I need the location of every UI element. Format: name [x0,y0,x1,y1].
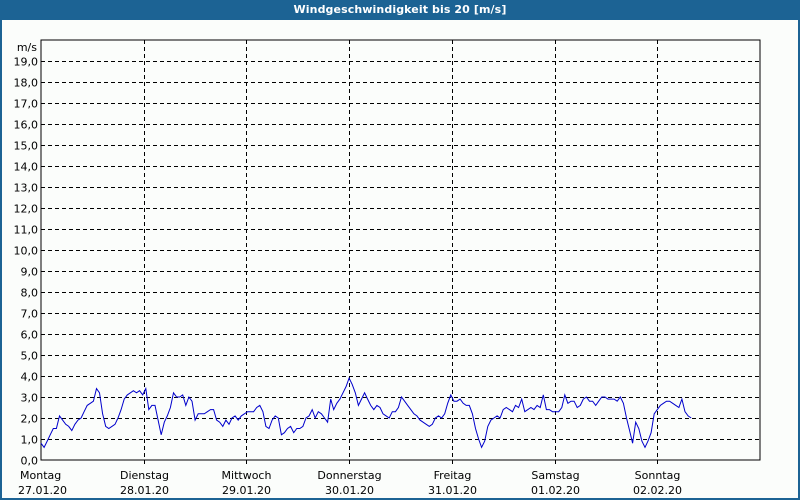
y-tick-label: 2,0 [21,413,39,426]
x-tick-date-label: 31.01.20 [428,484,477,497]
y-tick-label: 16,0 [14,119,39,132]
y-tick-label: 13,0 [14,182,39,195]
horizontal-grid [41,61,760,440]
x-axis-labels: Montag 27.01.20 Dienstag 28.01.20 Mittwoch 29… [18,469,682,497]
y-tick-label: 0,0 [21,455,39,468]
y-tick-label: 15,0 [14,140,39,153]
chart-title: Windgeschwindigkeit bis 20 [m/s] [0,0,800,20]
y-tick-label: 17,0 [14,98,39,111]
wind-speed-line [40,376,692,449]
y-tick-label: 5,0 [21,350,39,363]
y-tick-label: 1,0 [21,434,39,447]
x-tick-date-label: 28.01.20 [120,484,169,497]
y-tick-label: 3,0 [21,392,39,405]
y-axis-unit-label: m/s [17,41,37,54]
x-tick-date-label: 27.01.20 [18,484,67,497]
y-tick-label: 8,0 [21,287,39,300]
y-tick-label: 14,0 [14,161,39,174]
y-tick-label: 19,0 [14,56,39,69]
x-tick-day-label: Samstag [531,469,579,482]
y-tick-label: 11,0 [14,224,39,237]
y-tick-label: 18,0 [14,77,39,90]
y-tick-label: 10,0 [14,245,39,258]
x-tick-date-label: 29.01.20 [222,484,271,497]
x-tick-date-label: 02.02.20 [633,484,682,497]
y-axis-labels: 0,0 1,0 2,0 3,0 4,0 5,0 6,0 7,0 8,0 9,0 10,0 11,0 12… [14,56,39,468]
x-tick-day-label: Mittwoch [222,469,272,482]
x-tick-day-label: Montag [20,469,61,482]
x-tick-date-label: 30.01.20 [325,484,374,497]
x-tick-day-label: Sonntag [635,469,681,482]
y-tick-label: 4,0 [21,371,39,384]
x-tick-day-label: Dienstag [120,469,169,482]
y-tick-label: 7,0 [21,308,39,321]
y-tick-label: 6,0 [21,329,39,342]
plot-area [40,39,761,461]
x-tick-day-label: Freitag [434,469,472,482]
y-tick-label: 9,0 [21,266,39,279]
x-tick-day-label: Donnerstag [317,469,381,482]
x-tick-date-label: 01.02.20 [531,484,580,497]
y-tick-label: 12,0 [14,203,39,216]
vertical-grid [144,40,658,466]
